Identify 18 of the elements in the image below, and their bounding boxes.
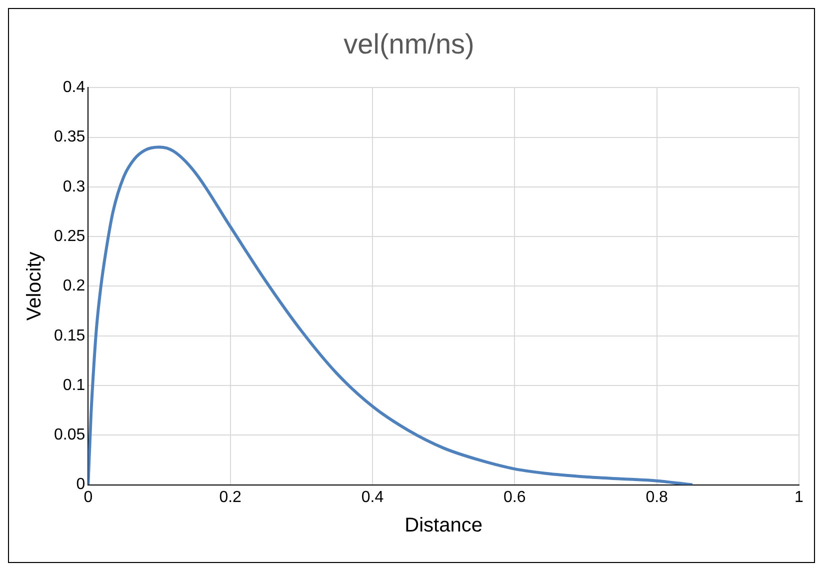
- y-tick-label: 0.15: [54, 327, 86, 344]
- x-tick-label: 0.6: [504, 488, 526, 506]
- x-tick-label: 0.8: [646, 488, 668, 506]
- y-tick-label: 0.1: [62, 376, 86, 394]
- y-tick-label: 0.4: [62, 79, 86, 96]
- y-tick-label: 0.35: [54, 128, 86, 146]
- y-tick-label: 0.05: [54, 426, 86, 444]
- y-tick-label: 0.3: [62, 178, 86, 196]
- line-series: [88, 146, 694, 485]
- x-axis-title: Distance: [404, 514, 482, 537]
- y-tick-label: 0.2: [62, 278, 86, 295]
- x-tick-label: 0.4: [361, 488, 384, 506]
- x-tick-label: 1: [794, 488, 804, 506]
- y-axis-title: Velocity: [24, 252, 46, 321]
- x-tick-label: 0.2: [219, 488, 242, 506]
- chart-title: vel(nm/ns): [344, 28, 474, 60]
- y-tick-label: 0: [76, 476, 86, 494]
- y-tick-label: 0.25: [54, 228, 86, 245]
